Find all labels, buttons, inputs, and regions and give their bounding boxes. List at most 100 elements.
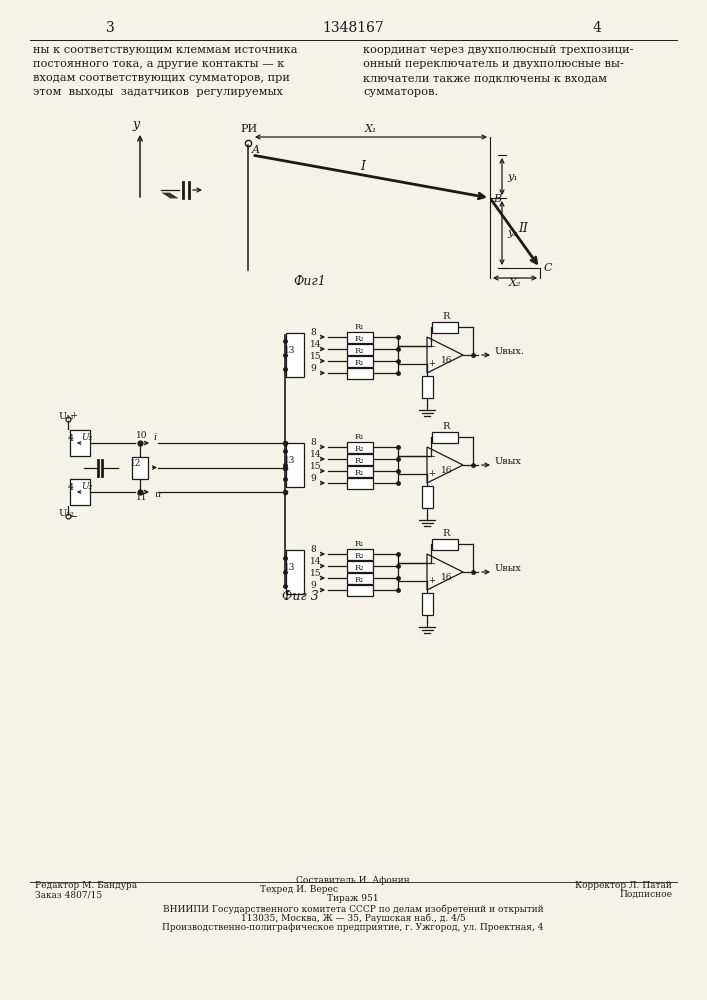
Text: U₁₁: U₁₁ [59,412,75,421]
Text: 12: 12 [130,458,141,468]
Text: Фиг 3: Фиг 3 [281,590,318,603]
Text: Тираж 951: Тираж 951 [327,894,379,903]
Bar [421,376,433,398]
Bar [432,322,458,332]
Text: Uвых.: Uвых. [495,347,525,356]
Text: R₂: R₂ [355,335,365,343]
Text: −: − [428,559,436,568]
Text: Uвых: Uвых [495,457,522,466]
Text: 4: 4 [68,434,74,443]
Bar [432,432,458,442]
Text: R₂: R₂ [355,552,365,560]
Text: i: i [154,433,157,442]
Text: 11: 11 [136,493,148,502]
Text: 4: 4 [68,483,74,492]
Text: 13: 13 [284,563,296,572]
Text: +: + [428,469,436,478]
Text: Подписное: Подписное [619,890,672,899]
Bar [347,584,373,595]
Text: R₂: R₂ [355,564,365,572]
Bar [347,367,373,378]
Text: I: I [360,160,365,173]
Text: 1348167: 1348167 [322,21,384,35]
Text: 8: 8 [310,545,316,554]
Text: Uвых: Uвых [495,564,522,573]
Text: R₂: R₂ [355,457,365,465]
Text: R₁: R₁ [355,469,365,477]
Text: R₁: R₁ [355,433,365,441]
Text: +: + [70,411,77,420]
Text: B: B [493,194,501,204]
Text: 13: 13 [284,456,296,465]
Bar [347,356,373,366]
Text: ны к соответствующим клеммам источника
постоянного тока, а другие контакты — к
в: ны к соответствующим клеммам источника п… [33,45,298,97]
Text: 9: 9 [310,474,316,483]
Text: Техред И. Верес: Техред И. Верес [260,885,338,894]
Text: y₁: y₁ [507,172,518,182]
Text: ВНИИПИ Государственного комитета СССР по делам изобретений и открытий: ВНИИПИ Государственного комитета СССР по… [163,904,544,914]
Bar [421,593,433,615]
Bar [347,466,373,477]
Text: 14: 14 [310,340,322,349]
Text: 15: 15 [310,352,322,361]
Bar [347,344,373,355]
Text: −: − [428,452,436,461]
Text: X₂: X₂ [509,278,521,288]
Text: 16: 16 [441,573,452,582]
Text: R: R [442,422,450,431]
Text: R₁: R₁ [355,540,365,548]
Text: Фиг1: Фиг1 [293,275,327,288]
Text: 16: 16 [441,356,452,365]
Bar [421,486,433,508]
Text: 113035, Москва, Ж — 35, Раушская наб., д. 4/5: 113035, Москва, Ж — 35, Раушская наб., д… [240,914,465,923]
Text: X₁: X₁ [365,124,378,134]
Text: РИ: РИ [240,124,257,134]
Text: −: − [428,342,436,351]
Text: R₂: R₂ [355,347,365,355]
Text: 13: 13 [284,346,296,355]
Text: U₁₂: U₁₂ [59,509,75,518]
Text: 14: 14 [310,450,322,459]
Bar [347,572,373,584]
Text: и: и [154,490,160,499]
Text: A: A [252,145,260,155]
Text: −: − [70,512,78,522]
Bar [70,479,90,505]
Bar [347,478,373,488]
Bar [347,332,373,342]
Bar [286,333,304,377]
Text: Корректор Л. Патай: Корректор Л. Патай [575,881,672,890]
Bar [347,548,373,560]
Text: Производственно-полиграфическое предприятие, г. Ужгород, ул. Проектная, 4: Производственно-полиграфическое предприя… [163,923,544,932]
Text: C: C [544,263,552,273]
Bar [432,538,458,550]
Text: +: + [428,576,436,585]
Text: R₁: R₁ [355,323,365,331]
Text: Заказ 4807/15: Заказ 4807/15 [35,890,103,899]
Bar [347,560,373,572]
Text: R₂: R₂ [355,445,365,453]
Text: 15: 15 [310,569,322,578]
Text: 8: 8 [310,328,316,337]
Bar [286,550,304,594]
Text: 16: 16 [441,466,452,475]
Bar [347,454,373,464]
Text: II: II [518,222,528,235]
Text: R₁: R₁ [355,576,365,584]
Text: U₂: U₂ [81,482,92,491]
Text: R: R [442,312,450,321]
Text: Редактор М. Бандура: Редактор М. Бандура [35,881,137,890]
Bar [70,430,90,456]
Text: y₂: y₂ [507,228,518,238]
Text: 3: 3 [105,21,115,35]
Text: 4: 4 [592,21,602,35]
Text: 15: 15 [310,462,322,471]
Text: U₂: U₂ [81,433,92,442]
Bar [347,442,373,452]
Text: Составитель И. Афонин: Составитель И. Афонин [296,876,410,885]
Text: 9: 9 [310,364,316,373]
Text: 8: 8 [310,438,316,447]
Text: R₁: R₁ [355,359,365,367]
Bar [286,443,304,487]
Text: R: R [442,529,450,538]
